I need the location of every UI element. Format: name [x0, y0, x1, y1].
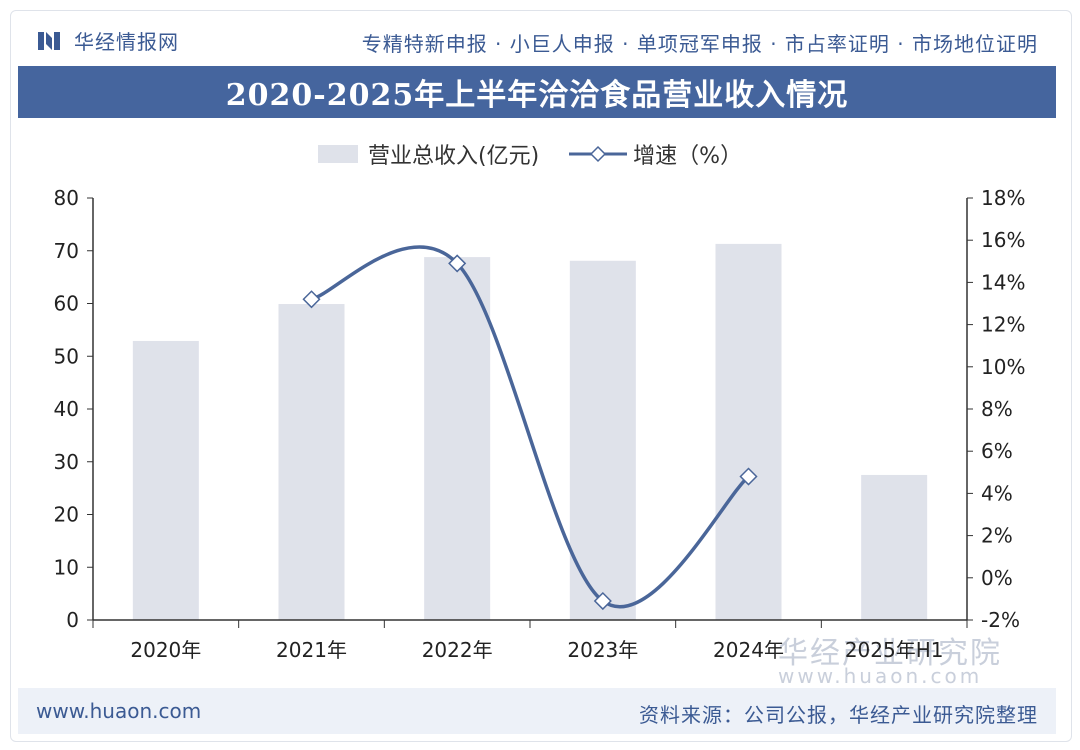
- x-tick-label-5: 2025年H1: [845, 638, 944, 662]
- bar-3: [569, 260, 636, 620]
- x-tick-label-4: 2024年: [713, 638, 784, 662]
- y-right-tick-label-5: 8%: [981, 397, 1013, 421]
- logo[interactable]: 华经情报网: [38, 26, 179, 55]
- bar-5: [861, 474, 928, 620]
- x-tick-label-0: 2020年: [130, 638, 201, 662]
- y-right-tick-label-1: 0%: [981, 566, 1013, 590]
- y-right-tick-label-6: 10%: [981, 355, 1025, 379]
- y-right-tick-label-8: 14%: [981, 270, 1025, 294]
- chart-legend: 营业总收入(亿元) 增速（%）: [318, 138, 742, 170]
- y-right-tick-label-0: -2%: [981, 608, 1020, 632]
- x-tick-label-1: 2021年: [276, 638, 347, 662]
- y-left-tick-label-4: 40: [54, 397, 79, 421]
- y-right-tick-label-4: 6%: [981, 439, 1013, 463]
- bar-1: [278, 304, 345, 620]
- growth-point-3: [593, 591, 612, 611]
- y-left-tick-label-8: 80: [54, 186, 79, 210]
- y-right-tick-label-2: 2%: [981, 524, 1013, 548]
- bar-0: [132, 340, 199, 620]
- legend-line-swatch: [569, 145, 628, 163]
- legend-bar-swatch: [318, 145, 358, 163]
- chart-title: 2020-2025年上半年洽洽食品营业收入情况: [225, 78, 849, 113]
- watermark-text: 华经产业研究院: [778, 636, 1002, 671]
- y-right-tick-label-7: 12%: [981, 313, 1025, 337]
- logo-icon: [38, 31, 60, 50]
- y-left-tick-label-6: 60: [54, 292, 79, 316]
- footer-source: 资料来源：公司公报，华经产业研究院整理: [639, 703, 1038, 727]
- growth-line: [310, 245, 750, 609]
- y-right-tick-label-3: 4%: [981, 481, 1013, 505]
- footer: www.huaon.com 资料来源：公司公报，华经产业研究院整理: [18, 688, 1056, 734]
- legend-line-label: 增速（%）: [633, 144, 743, 169]
- y-left-tick-label-2: 20: [54, 503, 79, 527]
- y-left-tick-label-1: 10: [54, 555, 79, 579]
- top-bar: 华经情报网 专精特新申报 · 小巨人申报 · 单项冠军申报 · 市占率证明 · …: [18, 18, 1058, 62]
- growth-point-1: [302, 290, 321, 309]
- y-right-tick-label-9: 16%: [981, 228, 1025, 252]
- footer-url[interactable]: www.huaon.com: [36, 699, 202, 723]
- watermark-url: www.huaon.com: [778, 664, 983, 688]
- services-links[interactable]: 专精特新申报 · 小巨人申报 · 单项冠军申报 · 市占率证明 · 市场地位证明: [361, 32, 1038, 56]
- logo-text: 华经情报网: [74, 30, 179, 54]
- y-right-tick-label-10: 18%: [981, 186, 1025, 210]
- growth-point-2: [448, 254, 467, 273]
- y-left-tick-label-5: 50: [54, 344, 79, 368]
- growth-point-4: [739, 467, 758, 486]
- x-tick-label-2: 2022年: [422, 638, 493, 662]
- y-left-tick-label-3: 30: [54, 450, 79, 474]
- x-tick-label-3: 2023年: [567, 638, 638, 662]
- y-left-tick-label-7: 70: [54, 239, 79, 263]
- bar-4: [715, 243, 782, 620]
- title-bar: 2020-2025年上半年洽洽食品营业收入情况: [18, 66, 1056, 118]
- y-left-tick-label-0: 0: [66, 608, 79, 632]
- legend-bar-label: 营业总收入(亿元): [368, 144, 540, 169]
- bar-2: [424, 257, 491, 620]
